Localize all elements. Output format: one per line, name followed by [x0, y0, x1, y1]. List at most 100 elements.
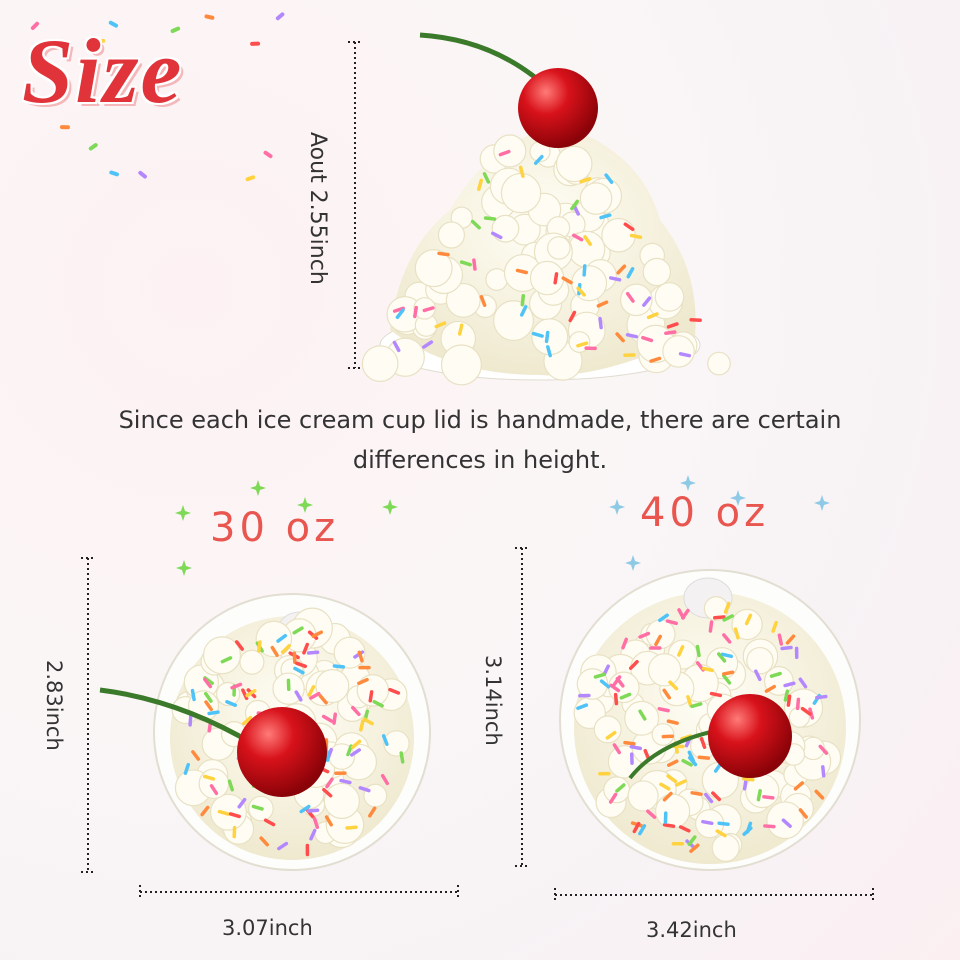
sprinkle: [720, 652, 734, 659]
sprinkle: [593, 672, 606, 679]
sprinkle: [798, 677, 808, 689]
sprinkle: [690, 791, 703, 796]
sprinkle: [689, 318, 702, 323]
sprinkle: [664, 330, 677, 335]
sprinkle: [306, 808, 320, 813]
sprinkle: [204, 691, 213, 703]
sprinkle: [613, 692, 619, 706]
sprinkle: [576, 703, 589, 710]
sprinkle: [764, 684, 776, 693]
sprinkle: [306, 650, 320, 655]
sprinkle: [638, 709, 647, 721]
cream-swirl: [711, 833, 740, 862]
sprinkle: [744, 613, 753, 626]
sprinkle: [658, 613, 669, 623]
sprinkle: [395, 308, 405, 319]
sprinkle: [638, 631, 651, 639]
sprinkle: [662, 791, 673, 802]
sprinkle: [204, 700, 213, 712]
sprinkle: [769, 671, 782, 678]
sparkle: [609, 499, 625, 515]
sprinkle: [793, 781, 805, 791]
note: Since each ice cream cup lid is handmade…: [118, 406, 842, 474]
width-label: 3.42inch: [646, 918, 737, 942]
confetti-piece: [263, 150, 273, 159]
sprinkle: [553, 272, 559, 285]
sparkle: [382, 499, 398, 515]
cream-swirl: [414, 249, 453, 288]
sprinkle: [368, 690, 374, 703]
sprinkle: [339, 778, 352, 785]
sprinkle: [616, 264, 627, 275]
sprinkle: [763, 824, 776, 829]
sprinkle: [579, 177, 592, 184]
sprinkle: [713, 615, 726, 620]
sprinkle: [733, 627, 740, 640]
sprinkle: [544, 330, 550, 344]
cream-swirl: [323, 782, 360, 820]
sprinkle: [332, 712, 338, 725]
sprinkle: [612, 743, 622, 755]
sprinkle: [615, 783, 626, 793]
sprinkle: [608, 792, 618, 804]
sprinkle: [701, 666, 714, 673]
cherry: [518, 68, 598, 148]
sprinkle: [568, 310, 577, 323]
height-label: 2.83inch: [42, 660, 66, 751]
sprinkle: [583, 235, 592, 246]
sprinkle: [183, 762, 191, 775]
sprinkle: [546, 345, 552, 358]
sprinkle: [263, 818, 276, 827]
sprinkle: [612, 675, 622, 687]
sprinkle: [582, 264, 587, 277]
sprinkle: [678, 825, 691, 833]
sprinkle: [576, 286, 586, 297]
sprinkle: [615, 332, 625, 343]
sprinkle: [662, 823, 676, 828]
cherry: [708, 694, 792, 778]
sprinkle: [380, 773, 390, 786]
sprinkle: [332, 664, 346, 669]
sprinkle: [686, 695, 693, 708]
confetti-piece: [88, 143, 98, 151]
cherry-stem: [99, 687, 257, 748]
sprinkle: [662, 688, 672, 700]
sprinkle: [200, 805, 210, 817]
cream-swirl: [627, 780, 659, 812]
sprinkle: [623, 222, 635, 232]
sprinkle: [695, 644, 701, 658]
sprinkle: [687, 835, 697, 846]
sprinkle: [599, 679, 611, 689]
sprinkle: [294, 690, 303, 702]
sprinkle: [202, 774, 216, 781]
sprinkle: [217, 809, 230, 816]
sprinkle: [604, 173, 614, 184]
sprinkle: [780, 645, 793, 651]
sprinkle: [665, 619, 678, 626]
sprinkle: [358, 786, 371, 793]
sprinkle: [302, 642, 310, 655]
sprinkle: [598, 316, 603, 330]
sprinkle: [251, 804, 264, 811]
sprinkle: [322, 787, 333, 798]
sprinkle: [241, 688, 249, 701]
sparkle: [297, 497, 313, 513]
sprinkle: [362, 717, 374, 726]
sprinkle: [722, 670, 735, 676]
cream-swirl: [571, 265, 608, 302]
sprinkle: [309, 691, 321, 700]
sprinkle: [742, 777, 755, 782]
sprinkle: [324, 815, 333, 827]
cream-swirl: [209, 793, 247, 831]
sprinkle: [372, 699, 384, 708]
sprinkle: [519, 305, 528, 317]
confetti-piece: [245, 175, 256, 182]
sprinkle: [609, 276, 622, 282]
sprinkle: [722, 614, 734, 622]
sprinkle: [783, 689, 790, 702]
cream-swirl: [239, 649, 265, 675]
sprinkle: [646, 809, 657, 819]
width-label: 3.07inch: [222, 916, 313, 940]
sprinkle: [191, 750, 201, 761]
